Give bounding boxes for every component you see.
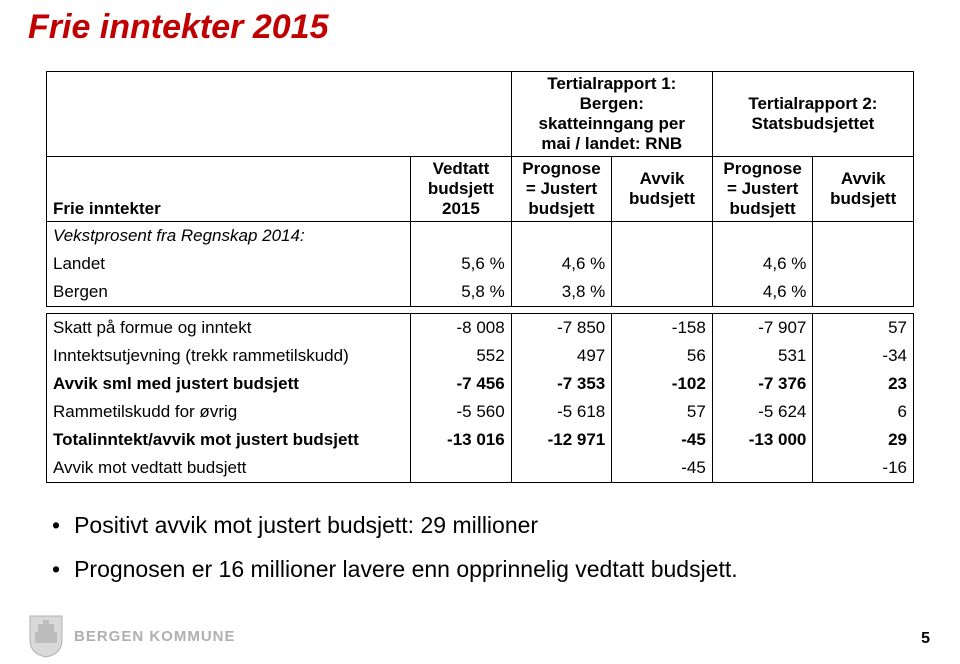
- row-value: 23: [813, 370, 914, 398]
- row-label: Landet: [47, 250, 411, 278]
- row-value: -12 971: [511, 426, 612, 454]
- row-value: [411, 222, 512, 251]
- row-value: -7 456: [411, 370, 512, 398]
- row-value: 56: [612, 342, 713, 370]
- row-label: Avvik sml med justert budsjett: [47, 370, 411, 398]
- header-col-0: Frie inntekter: [47, 157, 411, 222]
- table-container: Tertialrapport 1: Bergen: skatteinngang …: [46, 71, 914, 483]
- row-label: Inntektsutjevning (trekk rammetilskudd): [47, 342, 411, 370]
- header-group-1: Tertialrapport 1: Bergen: skatteinngang …: [511, 72, 712, 157]
- row-value: -5 618: [511, 398, 612, 426]
- row-label: Skatt på formue og inntekt: [47, 314, 411, 343]
- row-value: -5 624: [712, 398, 813, 426]
- table-body-a: Vekstprosent fra Regnskap 2014:Landet5,6…: [47, 222, 914, 307]
- bullet-text: Prognosen er 16 millioner lavere enn opp…: [74, 555, 738, 585]
- header-col-3: Avvik budsjett: [612, 157, 713, 222]
- row-value: [813, 222, 914, 251]
- row-value: [411, 454, 512, 483]
- row-value: 497: [511, 342, 612, 370]
- row-value: 531: [712, 342, 813, 370]
- row-value: 57: [612, 398, 713, 426]
- row-value: -13 000: [712, 426, 813, 454]
- row-value: 3,8 %: [511, 278, 612, 307]
- header-col-2: Prognose = Justert budsjett: [511, 157, 612, 222]
- row-label: Bergen: [47, 278, 411, 307]
- footer: BERGEN KOMMUNE 5: [0, 608, 960, 664]
- table-row: Vekstprosent fra Regnskap 2014:: [47, 222, 914, 251]
- bullet-dot-icon: •: [52, 555, 60, 585]
- row-value: [813, 278, 914, 307]
- table-header-row-0: Tertialrapport 1: Bergen: skatteinngang …: [47, 72, 914, 157]
- row-value: 552: [411, 342, 512, 370]
- row-value: -45: [612, 454, 713, 483]
- row-value: 4,6 %: [712, 278, 813, 307]
- bullet-list: • Positivt avvik mot justert budsjett: 29…: [52, 511, 914, 585]
- table-row: Totalinntekt/avvik mot justert budsjett-…: [47, 426, 914, 454]
- table-row: Avvik sml med justert budsjett-7 456-7 3…: [47, 370, 914, 398]
- page-title: Frie inntekter 2015: [0, 0, 960, 47]
- bullet-item: • Positivt avvik mot justert budsjett: 29…: [52, 511, 914, 541]
- row-value: 5,8 %: [411, 278, 512, 307]
- header-group-2: Tertialrapport 2: Statsbudsjettet: [712, 72, 913, 157]
- row-value: [712, 222, 813, 251]
- header-col-5: Avvik budsjett: [813, 157, 914, 222]
- table-row: Bergen5,8 %3,8 % 4,6 %: [47, 278, 914, 307]
- row-value: [511, 454, 612, 483]
- row-value: 29: [813, 426, 914, 454]
- municipality-name: BERGEN KOMMUNE: [74, 628, 236, 645]
- row-value: 4,6 %: [511, 250, 612, 278]
- bullet-dot-icon: •: [52, 511, 60, 541]
- header-col-1: Vedtatt budsjett 2015: [411, 157, 512, 222]
- table-row: Skatt på formue og inntekt-8 008-7 850-1…: [47, 314, 914, 343]
- header-empty: [47, 72, 512, 157]
- row-value: 4,6 %: [712, 250, 813, 278]
- row-value: -16: [813, 454, 914, 483]
- row-value: -13 016: [411, 426, 512, 454]
- row-value: 57: [813, 314, 914, 343]
- row-value: -34: [813, 342, 914, 370]
- row-value: -5 560: [411, 398, 512, 426]
- row-value: -102: [612, 370, 713, 398]
- row-value: -7 376: [712, 370, 813, 398]
- logo: BERGEN KOMMUNE: [28, 614, 236, 658]
- row-value: [712, 454, 813, 483]
- table-body-spacer: [47, 307, 914, 314]
- slide: Frie inntekter 2015 Tertialrapport 1: Be…: [0, 0, 960, 664]
- frie-inntekter-table: Tertialrapport 1: Bergen: skatteinngang …: [46, 71, 914, 483]
- row-label: Rammetilskudd for øvrig: [47, 398, 411, 426]
- row-value: [612, 278, 713, 307]
- row-value: -7 353: [511, 370, 612, 398]
- row-value: -7 907: [712, 314, 813, 343]
- row-value: [612, 250, 713, 278]
- row-value: -8 008: [411, 314, 512, 343]
- crest-icon: [28, 614, 64, 658]
- table-header-row-1: Frie inntekter Vedtatt budsjett 2015 Pro…: [47, 157, 914, 222]
- header-col-4: Prognose = Justert budsjett: [712, 157, 813, 222]
- row-label: Vekstprosent fra Regnskap 2014:: [47, 222, 411, 251]
- table-row: Avvik mot vedtatt budsjett -45 -16: [47, 454, 914, 483]
- table-body-b: Skatt på formue og inntekt-8 008-7 850-1…: [47, 314, 914, 483]
- row-value: -7 850: [511, 314, 612, 343]
- table-row: Inntektsutjevning (trekk rammetilskudd)5…: [47, 342, 914, 370]
- row-value: [511, 222, 612, 251]
- row-value: 5,6 %: [411, 250, 512, 278]
- row-value: [612, 222, 713, 251]
- row-value: -45: [612, 426, 713, 454]
- row-label: Totalinntekt/avvik mot justert budsjett: [47, 426, 411, 454]
- table-row: Rammetilskudd for øvrig-5 560-5 61857-5 …: [47, 398, 914, 426]
- bullet-item: • Prognosen er 16 millioner lavere enn op…: [52, 555, 914, 585]
- bullet-text: Positivt avvik mot justert budsjett: 29 …: [74, 511, 538, 541]
- table-row: Landet5,6 %4,6 %4,6 %: [47, 250, 914, 278]
- row-value: -158: [612, 314, 713, 343]
- page-number: 5: [921, 630, 930, 648]
- row-label: Avvik mot vedtatt budsjett: [47, 454, 411, 483]
- row-value: 6: [813, 398, 914, 426]
- row-value: [813, 250, 914, 278]
